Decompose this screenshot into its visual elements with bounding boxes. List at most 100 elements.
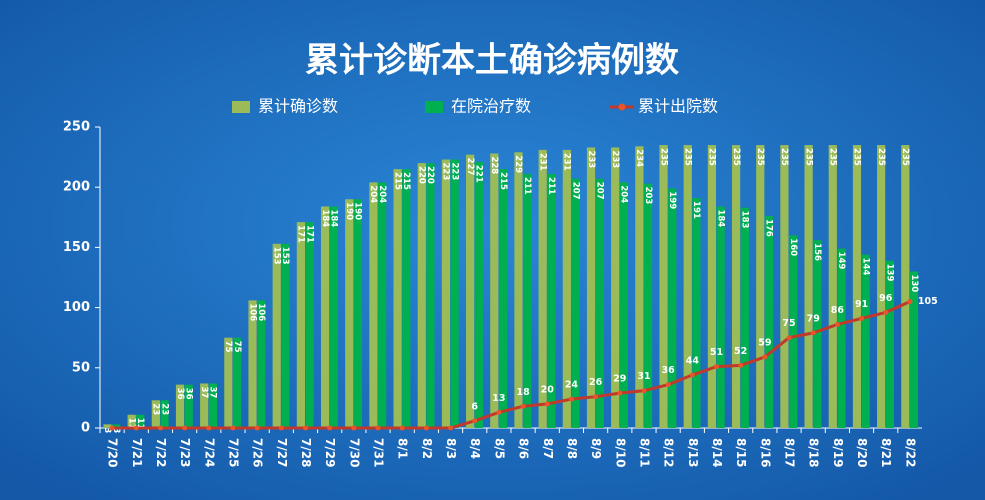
y-tick-label: 50 <box>72 360 90 375</box>
x-tick-label: 7/23 <box>178 438 192 467</box>
line-marker <box>399 425 405 431</box>
line-label: 59 <box>758 337 771 348</box>
bar <box>272 243 281 428</box>
bar <box>320 206 330 428</box>
bar <box>345 199 354 428</box>
line-marker <box>617 390 623 396</box>
line-marker <box>351 425 357 431</box>
line-marker <box>883 309 889 315</box>
bar <box>611 147 620 428</box>
x-tick-label: 8/8 <box>565 438 579 459</box>
x-tick-label: 8/17 <box>783 438 797 467</box>
bar <box>756 145 765 428</box>
bar-label: 211 <box>522 177 532 195</box>
bar <box>909 271 919 428</box>
y-tick-label: 0 <box>81 421 90 436</box>
line-marker <box>109 425 115 431</box>
line-marker <box>182 425 188 431</box>
bar <box>586 147 596 428</box>
line-marker <box>206 425 212 431</box>
bar-label: 235 <box>731 148 741 166</box>
bar <box>184 384 193 428</box>
x-tick-label: 8/13 <box>686 438 700 467</box>
line-label: 24 <box>565 380 579 391</box>
x-tick-label: 8/21 <box>879 438 893 467</box>
bar-label: 75 <box>232 341 242 353</box>
bar <box>707 145 716 428</box>
legend-label: 累计出院数 <box>638 97 718 116</box>
line-marker <box>327 425 333 431</box>
bar-label: 106 <box>256 303 266 321</box>
bar-label: 176 <box>764 219 774 237</box>
bar <box>232 337 242 428</box>
bar-label: 220 <box>417 166 427 184</box>
bar-label: 235 <box>682 148 692 166</box>
x-tick-label: 7/29 <box>323 438 337 467</box>
bar <box>200 383 209 428</box>
bar <box>740 207 749 428</box>
line-marker <box>448 425 454 431</box>
bar-label: 106 <box>247 303 257 321</box>
y-tick-label: 200 <box>63 180 90 195</box>
bar-label: 204 <box>619 185 629 203</box>
bar-label: 233 <box>610 150 620 168</box>
line-marker <box>907 299 913 305</box>
line-marker <box>786 335 792 341</box>
legend-swatch <box>232 101 250 113</box>
bar <box>901 145 910 428</box>
bar-label: 207 <box>570 182 580 200</box>
bar <box>562 149 571 428</box>
bar-label: 37 <box>199 386 209 398</box>
bar <box>643 183 653 428</box>
x-tick-label: 7/25 <box>226 438 240 467</box>
line-marker <box>375 425 381 431</box>
bar <box>538 149 547 428</box>
bar <box>208 383 217 428</box>
bar-label: 3 <box>111 427 121 433</box>
bar-label: 203 <box>643 187 653 205</box>
bar-label: 184 <box>329 209 339 227</box>
bar <box>248 300 257 428</box>
line-marker <box>133 425 139 431</box>
bar <box>441 159 451 428</box>
bar-label: 204 <box>377 185 387 203</box>
x-tick-label: 7/20 <box>106 438 120 467</box>
x-tick-label: 8/7 <box>541 438 555 459</box>
line-marker <box>472 418 478 424</box>
bar <box>281 243 290 428</box>
bar <box>885 260 894 428</box>
x-tick-label: 8/10 <box>613 438 627 467</box>
bar <box>659 145 668 428</box>
line-marker <box>568 396 574 402</box>
bar <box>780 145 789 428</box>
bar-label: 215 <box>392 172 402 190</box>
bar <box>474 161 483 428</box>
bar-label: 229 <box>513 155 523 173</box>
line-marker <box>738 362 744 368</box>
bar <box>160 400 169 428</box>
x-tick-label: 7/21 <box>130 438 144 467</box>
bar-label: 223 <box>441 163 451 181</box>
bar-label: 149 <box>836 252 846 270</box>
x-tick-label: 7/27 <box>275 438 289 467</box>
x-tick-label: 7/26 <box>251 438 265 467</box>
line-marker <box>423 425 429 431</box>
bar <box>619 182 628 428</box>
bar-label: 11 <box>135 418 145 430</box>
bar-label: 228 <box>489 156 499 174</box>
bar-label: 235 <box>876 148 886 166</box>
bar <box>127 414 136 428</box>
x-tick-label: 8/3 <box>444 438 458 459</box>
bar <box>402 169 411 428</box>
x-tick-label: 8/2 <box>420 438 434 459</box>
bar-label: 190 <box>353 202 363 220</box>
x-tick-label: 8/15 <box>734 438 748 467</box>
line-label: 79 <box>807 313 820 324</box>
bar <box>378 182 387 428</box>
bar <box>731 145 741 428</box>
bar-label: 23 <box>159 403 169 415</box>
bar <box>764 216 774 428</box>
x-tick-label: 8/18 <box>807 438 821 467</box>
bar-label: 144 <box>860 258 870 276</box>
